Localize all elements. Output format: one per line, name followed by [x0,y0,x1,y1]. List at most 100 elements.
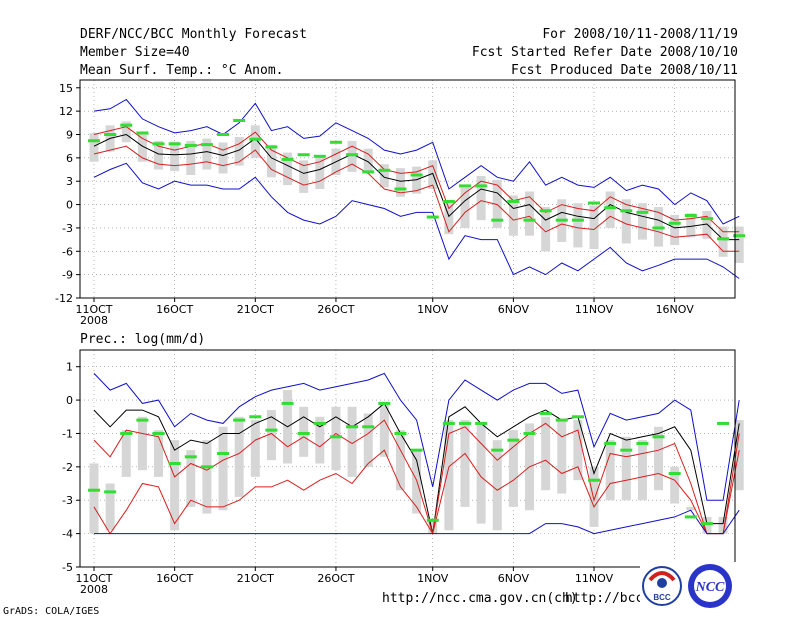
bcc-url-link[interactable]: http://bcc.c [565,591,659,606]
prec-ytick-label: -5 [62,561,73,574]
prec-frame [79,349,736,568]
prec-spread-box [557,420,567,494]
prec-spread-box [121,430,131,477]
prec-xtick-label: 26OCT [317,572,354,585]
prec-spread-box [250,420,260,477]
prec-control-mark [507,438,520,442]
temp-spread-box [299,160,309,193]
temp-spread-box [525,191,535,236]
temp-spread-box [266,144,276,178]
temp-spread-box [621,199,631,244]
temp-spread-box [315,156,325,189]
temp-spread-box [476,175,486,221]
prec-spread-box [718,516,728,534]
prec-spread-box [621,436,631,501]
temp-spread-box [460,187,470,228]
temp-spread-box [379,164,389,188]
temp-control-mark [555,218,568,222]
prec-spread-box [460,420,470,507]
temp-control-mark [636,210,649,214]
temp-control-mark [233,118,246,122]
prec-control-mark [475,421,488,425]
prec-control-mark [297,431,310,435]
prec-spread-box [363,413,373,467]
temp-control-mark [329,140,342,144]
prec-control-mark [233,418,246,422]
prec-control-mark [120,431,133,435]
temp-xtick-label: 1NOV [417,303,449,316]
temp-series-ensemble-mean [93,133,740,241]
prec-spread-box [331,406,341,471]
title-left-line1: DERF/NCC/BCC Monthly Forecast [80,27,307,42]
temp-spread-box [347,140,357,172]
prec-spread-box [654,426,664,491]
temp-control-mark [249,137,262,141]
title-left-line2: Member Size=40 [80,45,190,60]
temp-control-mark [458,184,471,188]
temp-control-mark [200,143,213,147]
prec-control-mark [104,490,117,494]
temp-ytick-label: 3 [66,175,73,188]
prec-control-mark [684,515,697,519]
temp-series-ensemble-max [93,98,740,225]
prec-series-ensemble-min [94,509,740,535]
temp-control-mark [700,217,713,221]
temp-frame [79,79,736,299]
temp-spread-box [121,121,131,143]
ncc-url-link[interactable]: http://ncc.cma.gov.cn(ch) [382,591,578,606]
prec-control-mark [329,435,342,439]
prec-spread-box [105,483,115,531]
temp-control-mark [184,143,197,147]
temp-ytick-label: 12 [59,105,73,118]
prec-control-mark [200,465,213,469]
temp-control-mark [652,226,665,230]
temp-spread-box [234,136,244,166]
temp-spread-box [218,142,228,174]
temp-spread-box [170,141,180,172]
temp-xtick-label: 11OCT [75,303,112,316]
temp-control-mark [362,170,375,174]
temp-control-mark [104,133,117,136]
prec-control-mark [571,415,584,419]
prec-control-mark [168,462,181,466]
temp-ytick-label: -6 [62,245,73,258]
temp-control-mark [410,173,423,177]
temp-control-mark [88,139,100,143]
title-left-line3: Mean Surf. Temp.: °C Anom. [80,63,284,78]
temp-control-mark [346,153,359,157]
prec-spread-box [154,430,164,477]
temp-control-mark [733,234,746,238]
prec-xtick-label: 6NOV [498,572,530,585]
prec-spread-box [202,440,212,514]
temp-xtick-label: 11NOV [575,303,614,316]
bcc-logo-text: BCC [653,593,671,602]
bcc-logo: BCC [642,566,682,606]
temp-spread-box [154,140,164,170]
prec-control-mark [636,441,649,445]
temp-control-mark [620,209,633,213]
prec-spread-box [315,416,325,464]
temp-spread-box [250,125,260,158]
prec-xtick-label: 11NOV [575,572,614,585]
temp-ytick-label: 0 [66,199,73,212]
temp-control-mark [152,142,165,146]
temp-ytick-label: -9 [62,269,73,282]
prec-series-ensemble-max [93,372,740,501]
temp-control-mark [717,237,730,241]
prec-control-mark [717,421,730,425]
temp-control-mark [313,154,326,158]
temp-spread-box [573,203,583,248]
temp-control-mark [281,157,294,161]
temp-control-mark [442,199,455,203]
temp-spread-box [637,203,647,240]
temp-xtick-label: 16NOV [656,303,695,316]
prec-control-mark [184,455,197,459]
temp-control-mark [668,221,681,225]
temp-spread-box [541,207,551,252]
temp-spread-box [137,133,147,162]
temp-spread-box [283,152,293,186]
prec-control-mark [588,478,601,482]
prec-control-mark [346,425,359,429]
temp-spread-box [718,226,728,257]
